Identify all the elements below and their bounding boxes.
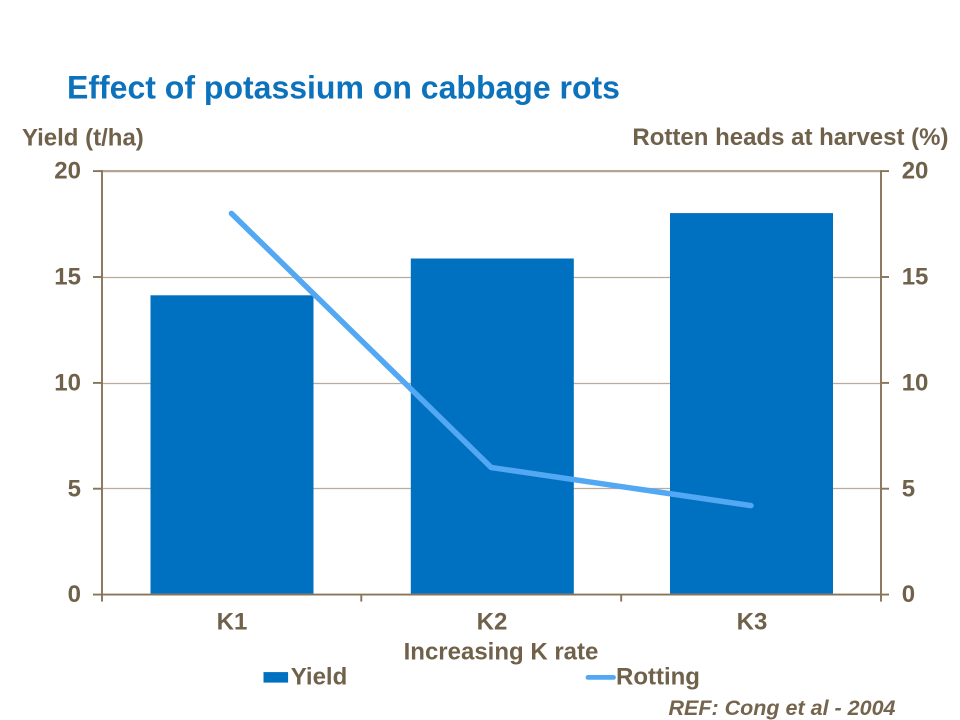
svg-text:Rotting: Rotting <box>616 663 700 690</box>
svg-text:0: 0 <box>68 581 81 608</box>
svg-text:5: 5 <box>68 475 81 502</box>
svg-text:10: 10 <box>54 370 81 397</box>
svg-text:Yield: Yield <box>291 663 347 690</box>
svg-text:10: 10 <box>902 370 929 397</box>
svg-text:K1: K1 <box>217 609 248 636</box>
svg-text:Effect of potassium on cabbage: Effect of potassium on cabbage rots <box>67 70 620 106</box>
svg-text:15: 15 <box>54 264 81 291</box>
svg-text:Increasing K rate: Increasing K rate <box>404 639 599 666</box>
svg-text:K2: K2 <box>477 609 508 636</box>
svg-text:Yield (t/ha): Yield (t/ha) <box>22 124 144 151</box>
svg-text:20: 20 <box>54 158 81 185</box>
svg-text:20: 20 <box>902 158 929 185</box>
svg-text:REF: Cong et al - 2004: REF: Cong et al - 2004 <box>669 696 896 720</box>
svg-text:15: 15 <box>902 264 929 291</box>
svg-text:0: 0 <box>902 581 915 608</box>
svg-text:Rotten heads at harvest (%): Rotten heads at harvest (%) <box>632 124 948 151</box>
svg-text:5: 5 <box>902 475 915 502</box>
svg-text:K3: K3 <box>737 609 768 636</box>
